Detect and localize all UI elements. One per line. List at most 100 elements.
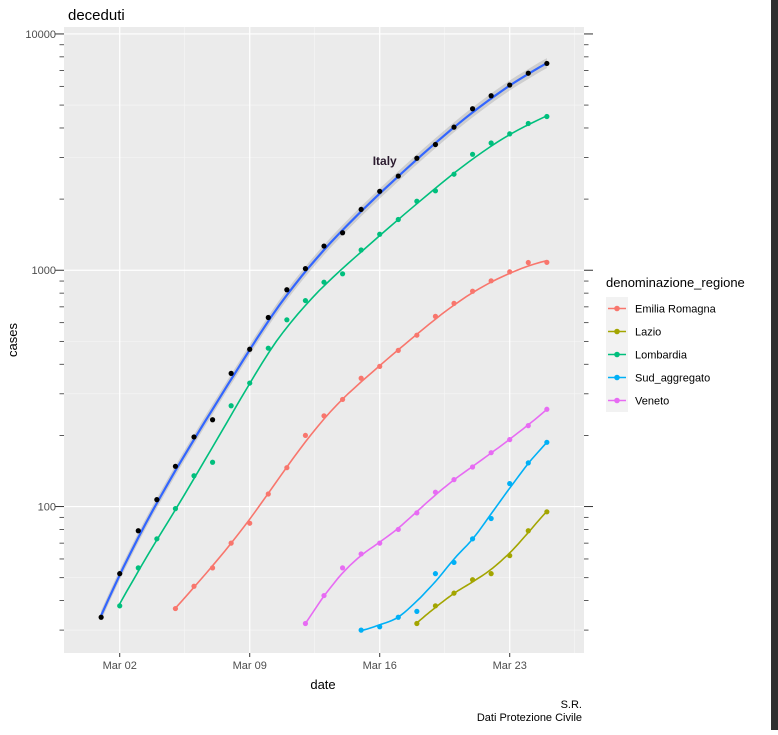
data-point (525, 528, 531, 534)
data-point (432, 571, 439, 577)
data-point (395, 216, 401, 223)
window-edge (771, 0, 778, 730)
data-point (247, 346, 253, 352)
smooth-line-italy (100, 62, 548, 617)
data-point (377, 624, 383, 630)
data-point (544, 60, 550, 67)
x-tick-label: Mar 02 (103, 660, 137, 672)
data-point (135, 528, 141, 534)
legend-label: Emilia Romagna (635, 304, 717, 316)
data-point (154, 497, 160, 503)
data-point (339, 565, 346, 571)
data-point (414, 332, 420, 338)
y-tick-label: 1000 (32, 265, 56, 277)
data-point (432, 489, 439, 495)
data-point (247, 520, 253, 526)
data-point (488, 571, 494, 577)
data-point (98, 614, 104, 620)
data-point (451, 477, 457, 483)
data-point (191, 583, 197, 589)
data-point (358, 206, 364, 213)
data-point (507, 269, 513, 275)
data-point (451, 559, 457, 566)
data-point (432, 313, 439, 319)
legend-key-point (614, 305, 620, 312)
data-point (525, 259, 531, 266)
data-point (451, 300, 457, 306)
data-point (469, 536, 476, 542)
legend-key-point (614, 328, 620, 335)
data-point (302, 266, 309, 272)
y-tick-label: 10000 (25, 29, 56, 41)
caption-line-2: Dati Protezione Civile (477, 712, 582, 724)
data-point (544, 259, 550, 265)
x-axis-label: date (310, 677, 335, 692)
annotations: Italy (373, 154, 397, 168)
data-point (414, 155, 420, 161)
data-points (98, 60, 550, 633)
caption-line-1: S.R. (561, 699, 582, 711)
data-point (451, 171, 457, 177)
data-point (358, 551, 364, 557)
x-tick-label: Mar 09 (233, 660, 267, 672)
data-point (525, 70, 531, 76)
legend-key-point (614, 374, 620, 381)
data-point (395, 526, 401, 533)
data-point (469, 151, 476, 157)
data-point (544, 113, 550, 120)
legend-key-point (614, 351, 620, 358)
data-point (507, 82, 513, 88)
data-point (451, 124, 457, 130)
data-point (284, 287, 290, 293)
x-tick-label: Mar 23 (493, 660, 527, 672)
legend-title: denominazione_regione (606, 275, 745, 290)
data-point (228, 540, 234, 546)
smooth-line-veneto (304, 408, 548, 624)
data-point (377, 540, 383, 546)
data-point (154, 536, 160, 542)
smooth-line-lombardia (119, 115, 548, 605)
data-point (488, 515, 494, 522)
data-point (265, 345, 271, 351)
data-point (117, 603, 123, 609)
data-point (191, 473, 197, 479)
data-point (302, 432, 309, 439)
data-point (488, 93, 494, 99)
data-point (284, 317, 290, 323)
legend-label: Sud_aggregato (635, 373, 710, 385)
data-point (432, 188, 439, 194)
data-point (469, 288, 476, 294)
data-point (544, 509, 550, 515)
data-point (451, 590, 457, 596)
data-point (209, 417, 216, 423)
legend-label: Lombardia (635, 350, 688, 362)
data-point (265, 314, 271, 321)
y-axis: 100 1000 10000 (25, 29, 593, 631)
data-point (265, 491, 271, 497)
data-point (488, 450, 494, 456)
data-point (525, 460, 531, 466)
data-point (414, 620, 420, 627)
data-point (172, 506, 179, 512)
data-point (377, 231, 383, 237)
data-point (469, 464, 476, 470)
legend: Emilia Romagna Lazio Lombardia Sud_aggregat… (606, 297, 717, 412)
data-point (302, 297, 309, 304)
data-point (544, 439, 550, 445)
data-point (507, 553, 513, 559)
data-point (339, 271, 346, 277)
data-point (209, 565, 216, 571)
data-point (172, 605, 179, 612)
annotation-italy: Italy (373, 154, 397, 168)
data-point (432, 141, 439, 148)
data-point (507, 436, 513, 443)
data-point (507, 481, 513, 487)
grid-minor (64, 27, 584, 653)
data-point (321, 279, 327, 285)
data-point (339, 396, 346, 403)
data-point (321, 243, 327, 249)
x-tick-label: Mar 16 (363, 660, 397, 672)
data-point (395, 347, 401, 353)
data-point (247, 380, 253, 386)
